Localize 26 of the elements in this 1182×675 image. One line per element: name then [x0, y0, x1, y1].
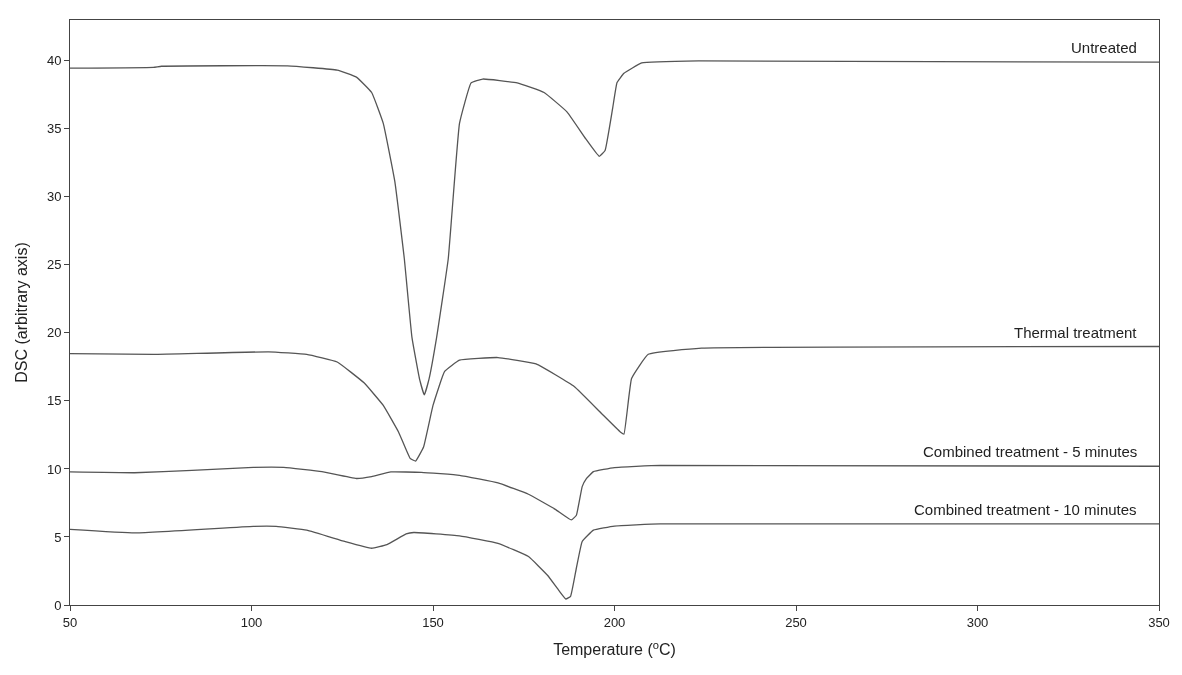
x-tick-label: 150: [422, 614, 444, 630]
line-series: [70, 464, 1159, 521]
x-tick-label: 250: [785, 614, 807, 630]
y-tick-label: 10: [46, 461, 62, 477]
y-axis-title: DSC (arbitrary axis): [12, 242, 30, 383]
series-label: Thermal treatment: [1014, 324, 1138, 341]
y-tick-label: 0: [54, 597, 62, 613]
series-label: Untreated: [1071, 39, 1137, 56]
y-tick-label: 5: [54, 529, 62, 545]
y-tick-label: 35: [46, 121, 62, 137]
x-tick-label: 300: [966, 614, 989, 630]
x-axis-title: Temperature ($^{o}$C): [553, 638, 676, 659]
line-series: [70, 523, 1159, 600]
y-tick-label: 40: [46, 53, 62, 69]
y-tick-label: 15: [46, 393, 62, 409]
x-tick-label: 200: [603, 614, 626, 630]
y-tick-label: 20: [46, 325, 62, 341]
series-label: Combined treatment - 5 minutes: [923, 443, 1138, 460]
series-label: Combined treatment - 10 minutes: [914, 501, 1137, 518]
x-tick-label: 50: [62, 614, 78, 630]
x-tick-label: 350: [1148, 614, 1170, 630]
line-series: [70, 60, 1159, 396]
y-tick-label: 30: [46, 189, 62, 205]
line-series: [70, 345, 1159, 462]
x-tick-label: 100: [240, 614, 263, 630]
y-tick-label: 25: [46, 257, 62, 273]
